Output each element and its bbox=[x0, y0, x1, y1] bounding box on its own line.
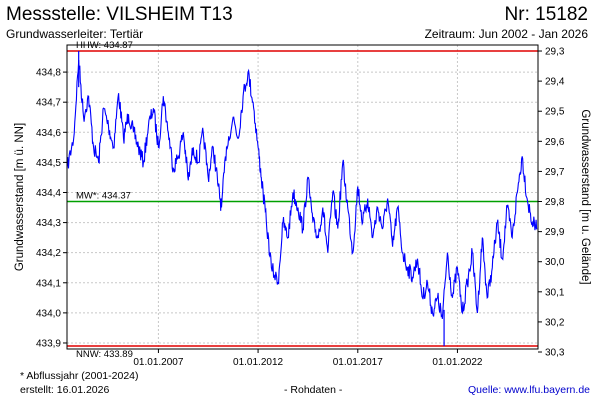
hhw-label: HHW: 434.87 bbox=[76, 40, 133, 51]
plot-frame bbox=[66, 44, 539, 350]
x-tick-label: 01.01.2012 bbox=[233, 357, 283, 368]
x-tick-label: 01.01.2022 bbox=[432, 357, 482, 368]
y-tick-label: 434,0 bbox=[36, 308, 61, 319]
created-date: erstellt: 16.01.2026 bbox=[20, 384, 110, 396]
y-right-tick-label: 30,3 bbox=[545, 348, 565, 359]
y-right-tick-label: 29,7 bbox=[545, 167, 565, 178]
y-tick-label: 434,7 bbox=[36, 98, 61, 109]
y-right-tick-label: 30,0 bbox=[545, 257, 565, 268]
series-layer bbox=[66, 51, 538, 346]
reference-lines: HHW: 434.87 MW*: 434.37 NNW: 433.89 bbox=[67, 40, 538, 360]
series-line bbox=[66, 59, 538, 319]
aquifer-subtitle: Grundwasserleiter: Tertiär bbox=[6, 27, 144, 41]
y-axis-right-label: Grundwasserstand [m u. Gelände] bbox=[579, 109, 591, 284]
y-tick-label: 434,5 bbox=[36, 158, 61, 169]
station-title: Messstelle: VILSHEIM T13 bbox=[6, 4, 233, 25]
y-right-tick-label: 29,5 bbox=[545, 107, 565, 118]
y-tick-label: 434,6 bbox=[36, 128, 61, 139]
y-tick-label: 434,4 bbox=[36, 188, 61, 199]
y-right-tick-label: 30,2 bbox=[545, 317, 565, 328]
x-tick-label: 01.01.2007 bbox=[133, 357, 183, 368]
y-axis-label: Grundwasserstand [m ü. NN] bbox=[14, 123, 26, 271]
y-tick-label: 434,8 bbox=[36, 68, 61, 79]
y-right-tick-label: 30,1 bbox=[545, 287, 565, 298]
x-tick-label: 01.01.2017 bbox=[333, 357, 383, 368]
source-link[interactable]: Quelle: www.lfu.bayern.de bbox=[468, 384, 590, 396]
y-tick-label: 434,1 bbox=[36, 278, 61, 289]
raw-data-note: - Rohdaten - bbox=[284, 384, 343, 396]
y-tick-label: 433,9 bbox=[36, 338, 61, 349]
x-axis: 01.01.2007 01.01.2012 01.01.2017 01.01.2022 bbox=[133, 349, 483, 368]
y-axis-left: 433,9 434,0 434,1 434,2 434,3 434,4 434,5 434,6… bbox=[36, 68, 67, 349]
y-right-tick-label: 29,3 bbox=[545, 47, 565, 58]
y-right-tick-label: 29,9 bbox=[545, 227, 565, 238]
time-period: Zeitraum: Jun 2002 - Jan 2026 bbox=[424, 27, 588, 41]
y-right-tick-label: 29,4 bbox=[545, 77, 565, 88]
mw-label: MW*: 434.37 bbox=[76, 191, 131, 202]
y-tick-label: 434,2 bbox=[36, 248, 61, 259]
station-number: Nr: 15182 bbox=[504, 4, 588, 25]
y-right-tick-label: 29,8 bbox=[545, 197, 565, 208]
footnote-abflussjahr: * Abflussjahr (2001-2024) bbox=[20, 370, 139, 382]
chart-grid bbox=[67, 45, 538, 349]
nnw-label: NNW: 433.89 bbox=[76, 349, 133, 360]
y-right-tick-label: 29,6 bbox=[545, 137, 565, 148]
y-tick-label: 434,3 bbox=[36, 218, 61, 229]
y-axis-right: 29,3 29,4 29,5 29,6 29,7 29,8 29,9 30,0 30,1 30,2… bbox=[538, 47, 565, 359]
